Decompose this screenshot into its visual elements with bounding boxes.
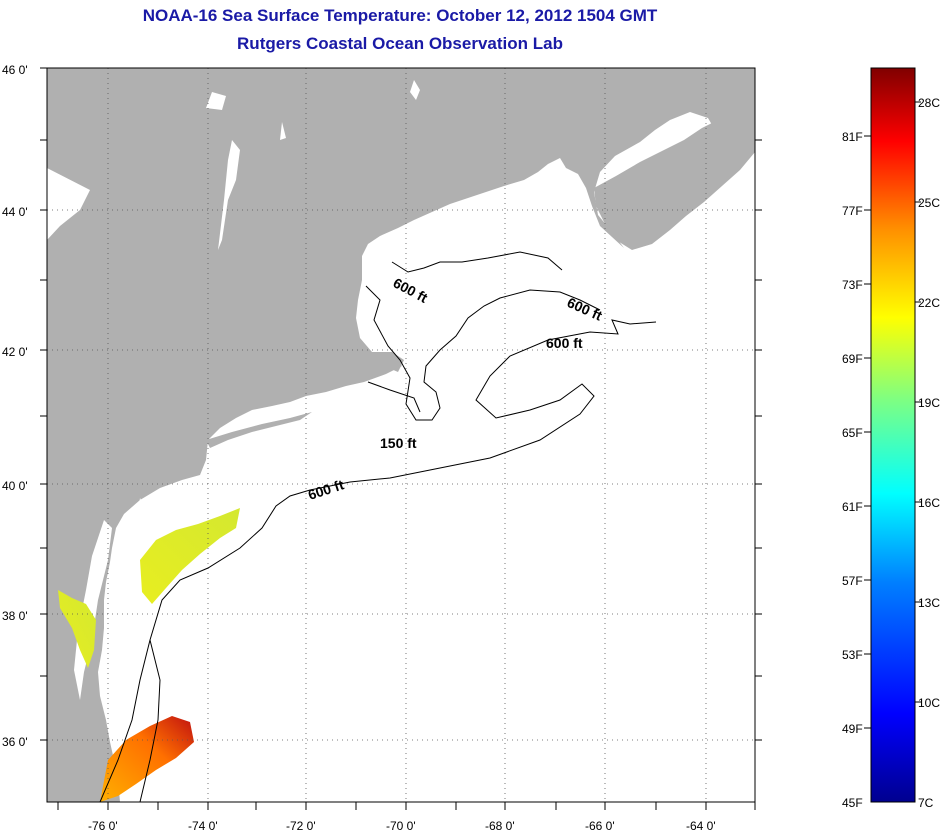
- lon-label: -64 0': [686, 819, 716, 833]
- colorbar-f-label: 57F: [842, 574, 863, 588]
- colorbar-c-label: 13C: [918, 596, 940, 610]
- lat-label: 40 0': [2, 479, 28, 493]
- lat-label: 46 0': [2, 63, 28, 77]
- contour-label: 600 ft: [546, 335, 583, 351]
- colorbar-f-label: 45F: [842, 796, 863, 810]
- colorbar-c-label: 7C: [918, 796, 934, 810]
- lat-label: 42 0': [2, 345, 28, 359]
- lon-label: -70 0': [386, 819, 416, 833]
- colorbar-f-label: 81F: [842, 130, 863, 144]
- lon-label: -68 0': [485, 819, 515, 833]
- colorbar-f-label: 49F: [842, 722, 863, 736]
- map-subtitle: Rutgers Coastal Ocean Observation Lab: [237, 34, 563, 53]
- lat-label: 44 0': [2, 205, 28, 219]
- land-cape-cod: [372, 352, 404, 372]
- bathymetry-contours: [99, 251, 657, 802]
- colorbar-c-label: 10C: [918, 696, 940, 710]
- lat-label: 36 0': [2, 735, 28, 749]
- colorbar-f-label: 65F: [842, 426, 863, 440]
- lon-label: -76 0': [88, 819, 118, 833]
- lon-label: -66 0': [585, 819, 615, 833]
- sst-patch-hatteras: [100, 716, 194, 802]
- colorbar-f-label: 73F: [842, 278, 863, 292]
- colorbar-c-label: 22C: [918, 296, 940, 310]
- land-nova-scotia: [594, 118, 755, 250]
- sst-patch-chesapeake: [58, 590, 96, 668]
- colorbar-f-label: 69F: [842, 352, 863, 366]
- lat-label: 38 0': [2, 609, 28, 623]
- sst-patch-nj: [140, 508, 240, 604]
- lon-label: -72 0': [286, 819, 316, 833]
- land-mainland: [47, 68, 755, 802]
- colorbar-c-label: 16C: [918, 496, 940, 510]
- colorbar-f-label: 53F: [842, 648, 863, 662]
- map-title: NOAA-16 Sea Surface Temperature: October…: [142, 6, 658, 25]
- lon-label: -74 0': [188, 819, 218, 833]
- colorbar-f-label: 77F: [842, 204, 863, 218]
- colorbar-c-label: 25C: [918, 196, 940, 210]
- land-long-island: [206, 412, 312, 448]
- colorbar-c-label: 19C: [918, 396, 940, 410]
- colorbar-f-label: 61F: [842, 500, 863, 514]
- contour-label: 150 ft: [380, 435, 417, 451]
- colorbar: [870, 67, 916, 803]
- colorbar-c-label: 28C: [918, 96, 940, 110]
